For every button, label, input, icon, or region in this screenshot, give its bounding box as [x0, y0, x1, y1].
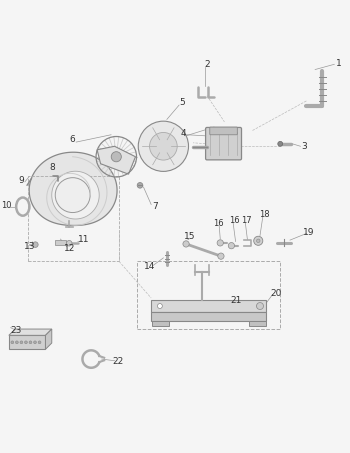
Circle shape — [218, 253, 224, 259]
Circle shape — [15, 341, 18, 344]
Circle shape — [254, 236, 263, 246]
Circle shape — [228, 242, 235, 249]
Circle shape — [55, 178, 90, 212]
Text: 1: 1 — [336, 59, 342, 68]
Text: 13: 13 — [24, 242, 36, 251]
Text: 23: 23 — [11, 326, 22, 335]
Polygon shape — [151, 300, 266, 312]
Text: 7: 7 — [152, 202, 158, 211]
Text: 16: 16 — [229, 217, 239, 226]
Bar — [55, 240, 66, 246]
Text: 2: 2 — [204, 60, 210, 69]
Bar — [137, 261, 280, 329]
Circle shape — [257, 304, 262, 308]
Circle shape — [38, 341, 41, 344]
Text: 3: 3 — [301, 142, 307, 151]
Polygon shape — [9, 329, 52, 335]
Polygon shape — [152, 321, 169, 326]
Circle shape — [34, 341, 36, 344]
Polygon shape — [151, 312, 266, 321]
Circle shape — [257, 303, 264, 309]
Text: 9: 9 — [19, 176, 24, 185]
Text: 22: 22 — [112, 357, 124, 366]
Polygon shape — [29, 152, 117, 226]
Circle shape — [66, 241, 72, 246]
Bar — [9, 335, 46, 349]
Text: 15: 15 — [184, 232, 195, 241]
Circle shape — [25, 341, 27, 344]
Circle shape — [183, 241, 189, 247]
Text: 16: 16 — [213, 219, 224, 228]
Circle shape — [158, 304, 162, 308]
Circle shape — [138, 121, 189, 171]
Circle shape — [278, 141, 283, 146]
FancyBboxPatch shape — [205, 127, 241, 160]
Text: 5: 5 — [180, 98, 186, 107]
Polygon shape — [52, 171, 99, 219]
Text: 19: 19 — [303, 228, 315, 237]
Polygon shape — [249, 321, 266, 326]
Circle shape — [111, 152, 121, 162]
Text: 18: 18 — [259, 210, 270, 219]
Text: 21: 21 — [230, 296, 241, 305]
Circle shape — [29, 341, 32, 344]
Text: 8: 8 — [49, 163, 55, 172]
Circle shape — [257, 239, 260, 242]
Text: 10: 10 — [1, 201, 12, 210]
Circle shape — [137, 183, 143, 188]
Circle shape — [33, 242, 38, 247]
Text: 4: 4 — [181, 129, 186, 138]
Circle shape — [217, 240, 223, 246]
Polygon shape — [46, 329, 52, 349]
Text: 14: 14 — [145, 262, 156, 271]
Circle shape — [149, 132, 177, 160]
Circle shape — [11, 341, 14, 344]
Polygon shape — [97, 146, 135, 174]
Bar — [28, 176, 119, 261]
Text: 11: 11 — [78, 235, 89, 244]
Text: 20: 20 — [270, 289, 281, 298]
Circle shape — [20, 341, 23, 344]
Text: 17: 17 — [241, 217, 252, 226]
FancyBboxPatch shape — [210, 127, 237, 135]
Text: 6: 6 — [70, 135, 76, 144]
Text: 12: 12 — [63, 244, 75, 253]
